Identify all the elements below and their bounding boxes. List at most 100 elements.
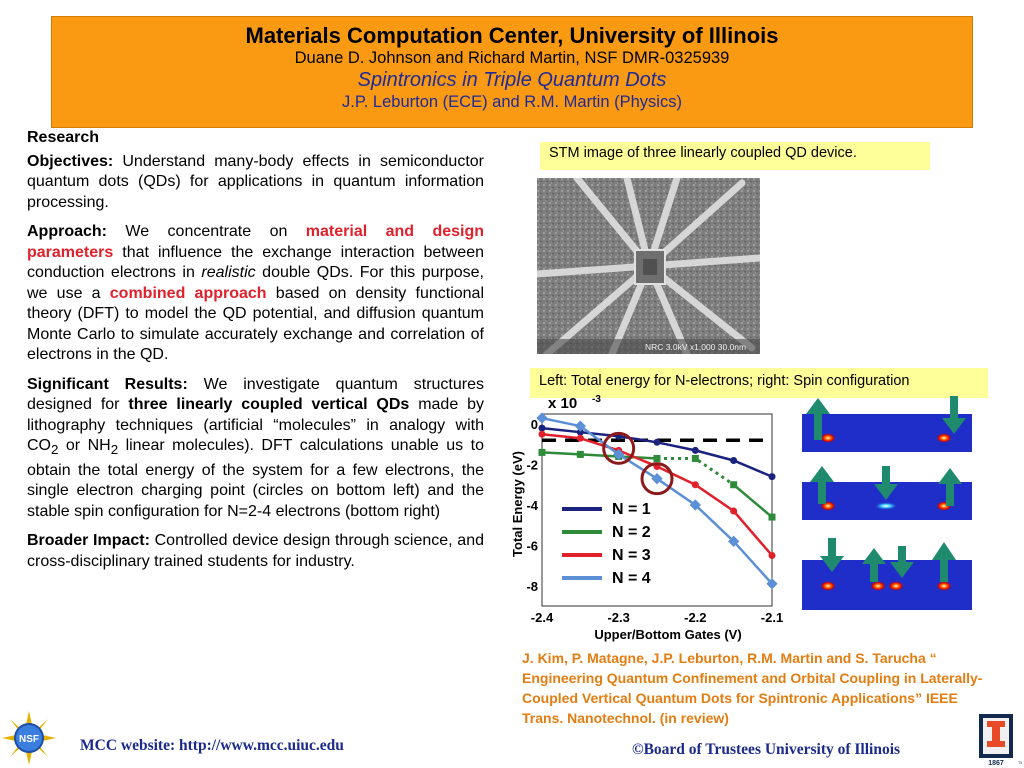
y-tick-label: 0 bbox=[531, 417, 538, 432]
y-tick-label: -2 bbox=[526, 458, 538, 473]
results-text: We investigate quantum structures design… bbox=[27, 375, 484, 414]
publication-reference: J. Kim, P. Matagne, J.P. Leburton, R.M. … bbox=[522, 650, 983, 726]
results-label: Significant Results: bbox=[27, 375, 188, 393]
energy-caption: Left: Total energy for N-electrons; righ… bbox=[530, 368, 988, 398]
data-point bbox=[730, 481, 738, 489]
objectives-text: Understand many-body effects in semicond… bbox=[27, 152, 484, 211]
spin-down-arrow-icon bbox=[874, 466, 898, 500]
results-paragraph: Significant Results: We investigate quan… bbox=[27, 375, 484, 523]
electron-density bbox=[820, 581, 836, 591]
svg-text:TM: TM bbox=[1018, 760, 1022, 765]
copyright-text: ©Board of Trustees University of Illinoi… bbox=[632, 741, 901, 758]
data-point bbox=[730, 507, 738, 515]
data-point bbox=[538, 448, 546, 456]
y-tick-label: -4 bbox=[526, 498, 538, 513]
data-point bbox=[653, 454, 661, 462]
series-line bbox=[541, 451, 658, 460]
electron-density bbox=[870, 581, 886, 591]
charging-point-circle bbox=[640, 462, 674, 496]
impact-text: Controlled device design through science… bbox=[27, 532, 484, 570]
data-point bbox=[691, 446, 699, 454]
data-point bbox=[768, 473, 776, 481]
results-bold: three linearly coupled vertical QDs bbox=[128, 396, 410, 413]
approach-paragraph: Approach: We concentrate on material and… bbox=[27, 222, 484, 366]
x-tick-label: -2.1 bbox=[761, 610, 783, 625]
x-tick-label: -2.2 bbox=[684, 610, 706, 625]
results-text: made by lithography techniques (artifici… bbox=[27, 396, 484, 454]
series-line bbox=[732, 483, 773, 519]
center-title: Materials Computation Center, University… bbox=[245, 23, 779, 48]
spin-down-arrow-icon bbox=[890, 546, 914, 578]
results-text: linear molecules). DFT calculations unab… bbox=[27, 437, 484, 520]
total-energy-chart: x 10 -3 Total Energy (eV) Upper/Bottom G… bbox=[510, 394, 783, 642]
approach-label: Approach: bbox=[27, 223, 107, 240]
spin-configuration-figure bbox=[802, 396, 972, 610]
illinois-logo: 1867 TM bbox=[979, 714, 1022, 767]
nsf-logo-text: NSF bbox=[19, 734, 39, 745]
subscript: 2 bbox=[110, 442, 119, 458]
approach-text: that influence the exchange interaction … bbox=[27, 243, 484, 282]
data-point bbox=[691, 454, 699, 462]
x-tick-label: -2.3 bbox=[607, 610, 629, 625]
electron-density bbox=[820, 433, 836, 443]
x-axis-label: Upper/Bottom Gates (V) bbox=[594, 627, 741, 642]
x-tick-label: -2.4 bbox=[531, 610, 554, 625]
approach-highlight: material and design parameters bbox=[27, 223, 485, 261]
stm-image: NRC 3.0kV x1,000 30.0nm bbox=[537, 178, 760, 354]
data-point bbox=[691, 481, 699, 489]
approach-text: based on density functional theory (DFT)… bbox=[27, 284, 484, 364]
y-tick-label: -6 bbox=[526, 538, 538, 553]
website-link[interactable]: http://www.mcc.uiuc.edu bbox=[179, 737, 344, 754]
nsf-logo: NSF bbox=[2, 711, 56, 765]
approach-text: double QDs. For this purpose, we use a bbox=[27, 264, 484, 302]
research-heading: Research bbox=[27, 129, 100, 146]
spin-up-arrow-icon bbox=[938, 468, 962, 506]
data-point bbox=[576, 450, 584, 458]
legend-label: N = 2 bbox=[612, 524, 651, 541]
header-banner: Materials Computation Center, University… bbox=[51, 16, 973, 128]
data-point bbox=[538, 424, 546, 432]
y-axis-label: Total Energy (eV) bbox=[510, 451, 525, 557]
electron-density bbox=[936, 581, 952, 591]
objectives-paragraph: Objectives: Understand many-body effects… bbox=[27, 152, 484, 214]
results-text: or NH bbox=[58, 437, 111, 454]
project-title: Spintronics in Triple Quantum Dots bbox=[357, 69, 667, 91]
data-point bbox=[653, 438, 661, 446]
electron-density bbox=[888, 581, 904, 591]
spin-down-arrow-icon bbox=[820, 538, 844, 572]
impact-paragraph: Broader Impact: Controlled device design… bbox=[27, 531, 484, 572]
electron-density bbox=[874, 502, 898, 510]
approach-highlight: combined approach bbox=[109, 284, 267, 302]
objectives-label: Objectives: bbox=[27, 152, 114, 170]
stm-caption: STM image of three linearly coupled QD d… bbox=[540, 142, 930, 170]
grant-authors: Duane D. Johnson and Richard Martin, NSF… bbox=[294, 49, 730, 67]
illinois-logo-text: 1867 bbox=[988, 760, 1004, 767]
approach-text: We concentrate on bbox=[107, 223, 306, 240]
spin-down-arrow-icon bbox=[942, 396, 966, 434]
mcc-website: MCC website: http://www.mcc.uiuc.edu bbox=[80, 737, 344, 755]
stm-scale-text: NRC 3.0kV x1,000 30.0nm bbox=[645, 342, 746, 352]
legend-label: N = 3 bbox=[612, 547, 651, 564]
spin-up-arrow-icon bbox=[862, 548, 886, 582]
data-point bbox=[576, 428, 584, 436]
spin-up-arrow-icon bbox=[932, 542, 956, 582]
legend-label: N = 4 bbox=[612, 570, 651, 587]
impact-label: Broader Impact: bbox=[27, 532, 150, 550]
y-tick-label: -8 bbox=[526, 579, 538, 594]
research-column: Research Objectives: Understand many-bod… bbox=[27, 128, 484, 581]
data-point bbox=[538, 430, 546, 438]
data-point bbox=[576, 434, 584, 442]
subscript: 2 bbox=[51, 442, 59, 458]
chart-scale-label: x 10 bbox=[548, 395, 577, 412]
chart-scale-exponent: -3 bbox=[592, 394, 601, 405]
data-point bbox=[730, 456, 738, 464]
website-label: MCC website: bbox=[80, 737, 180, 754]
plot-frame bbox=[541, 413, 773, 607]
electron-density bbox=[936, 433, 952, 443]
data-point bbox=[768, 551, 776, 559]
legend-label: N = 1 bbox=[612, 501, 651, 518]
charging-point-circle bbox=[602, 431, 636, 465]
spin-up-arrow-icon bbox=[810, 466, 834, 504]
approach-italic: realistic bbox=[201, 264, 256, 281]
data-point bbox=[768, 513, 776, 521]
